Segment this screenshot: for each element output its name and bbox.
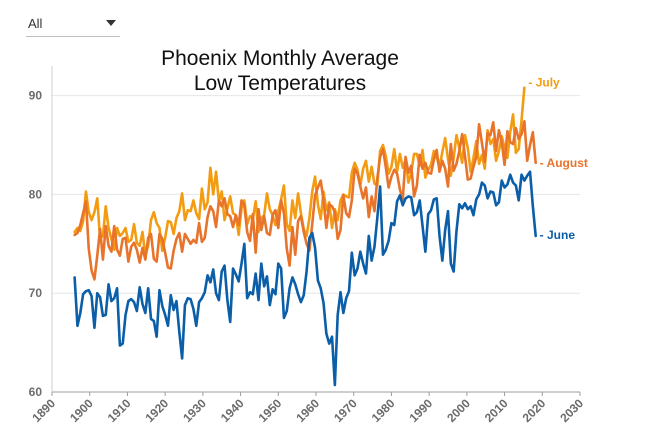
x-tick-label: 1890 (29, 396, 58, 425)
x-tick-label: 1960 (293, 396, 322, 425)
y-axis: 60 70 80 90 (29, 89, 580, 399)
series-line-june (73, 170, 537, 387)
x-tick-label: 1910 (105, 396, 134, 425)
series-labels: - July - August - June (528, 76, 588, 242)
x-tick-label: 1990 (406, 396, 435, 425)
series-filter-value: All (28, 16, 43, 31)
series-lines (73, 86, 537, 387)
y-tick-label: 60 (29, 385, 43, 399)
y-tick-label: 80 (29, 187, 43, 201)
x-tick-label: 2000 (444, 396, 473, 425)
x-tick-label: 1930 (180, 396, 209, 425)
x-tick-label: 1980 (369, 396, 398, 425)
x-tick-label: 1940 (218, 396, 247, 425)
x-tick-label: 2020 (520, 396, 549, 425)
series-label-august: - August (540, 156, 588, 170)
chevron-down-icon[interactable] (106, 20, 116, 26)
x-tick-label: 2010 (482, 396, 511, 425)
chart-title-line-2: Low Temperatures (193, 72, 367, 95)
x-axis: 1890 1900 1910 1920 1930 1940 1950 1960 1970 1980… (29, 392, 586, 425)
series-line-august (73, 120, 537, 281)
x-tick-label: 1950 (256, 396, 285, 425)
x-tick-label: 1900 (67, 396, 96, 425)
series-label-june: - June (540, 228, 576, 242)
x-tick-label: 1970 (331, 396, 360, 425)
series-filter-dropdown[interactable]: All (26, 12, 120, 37)
chart-title-line-1: Phoenix Monthly Average (161, 47, 399, 70)
y-tick-label: 90 (29, 89, 43, 103)
chart-title: Phoenix Monthly Average Low Temperatures (130, 46, 430, 96)
x-tick-label: 2030 (557, 396, 586, 425)
x-tick-label: 1920 (142, 396, 171, 425)
series-label-july: - July (528, 76, 560, 90)
y-tick-label: 70 (29, 286, 43, 300)
